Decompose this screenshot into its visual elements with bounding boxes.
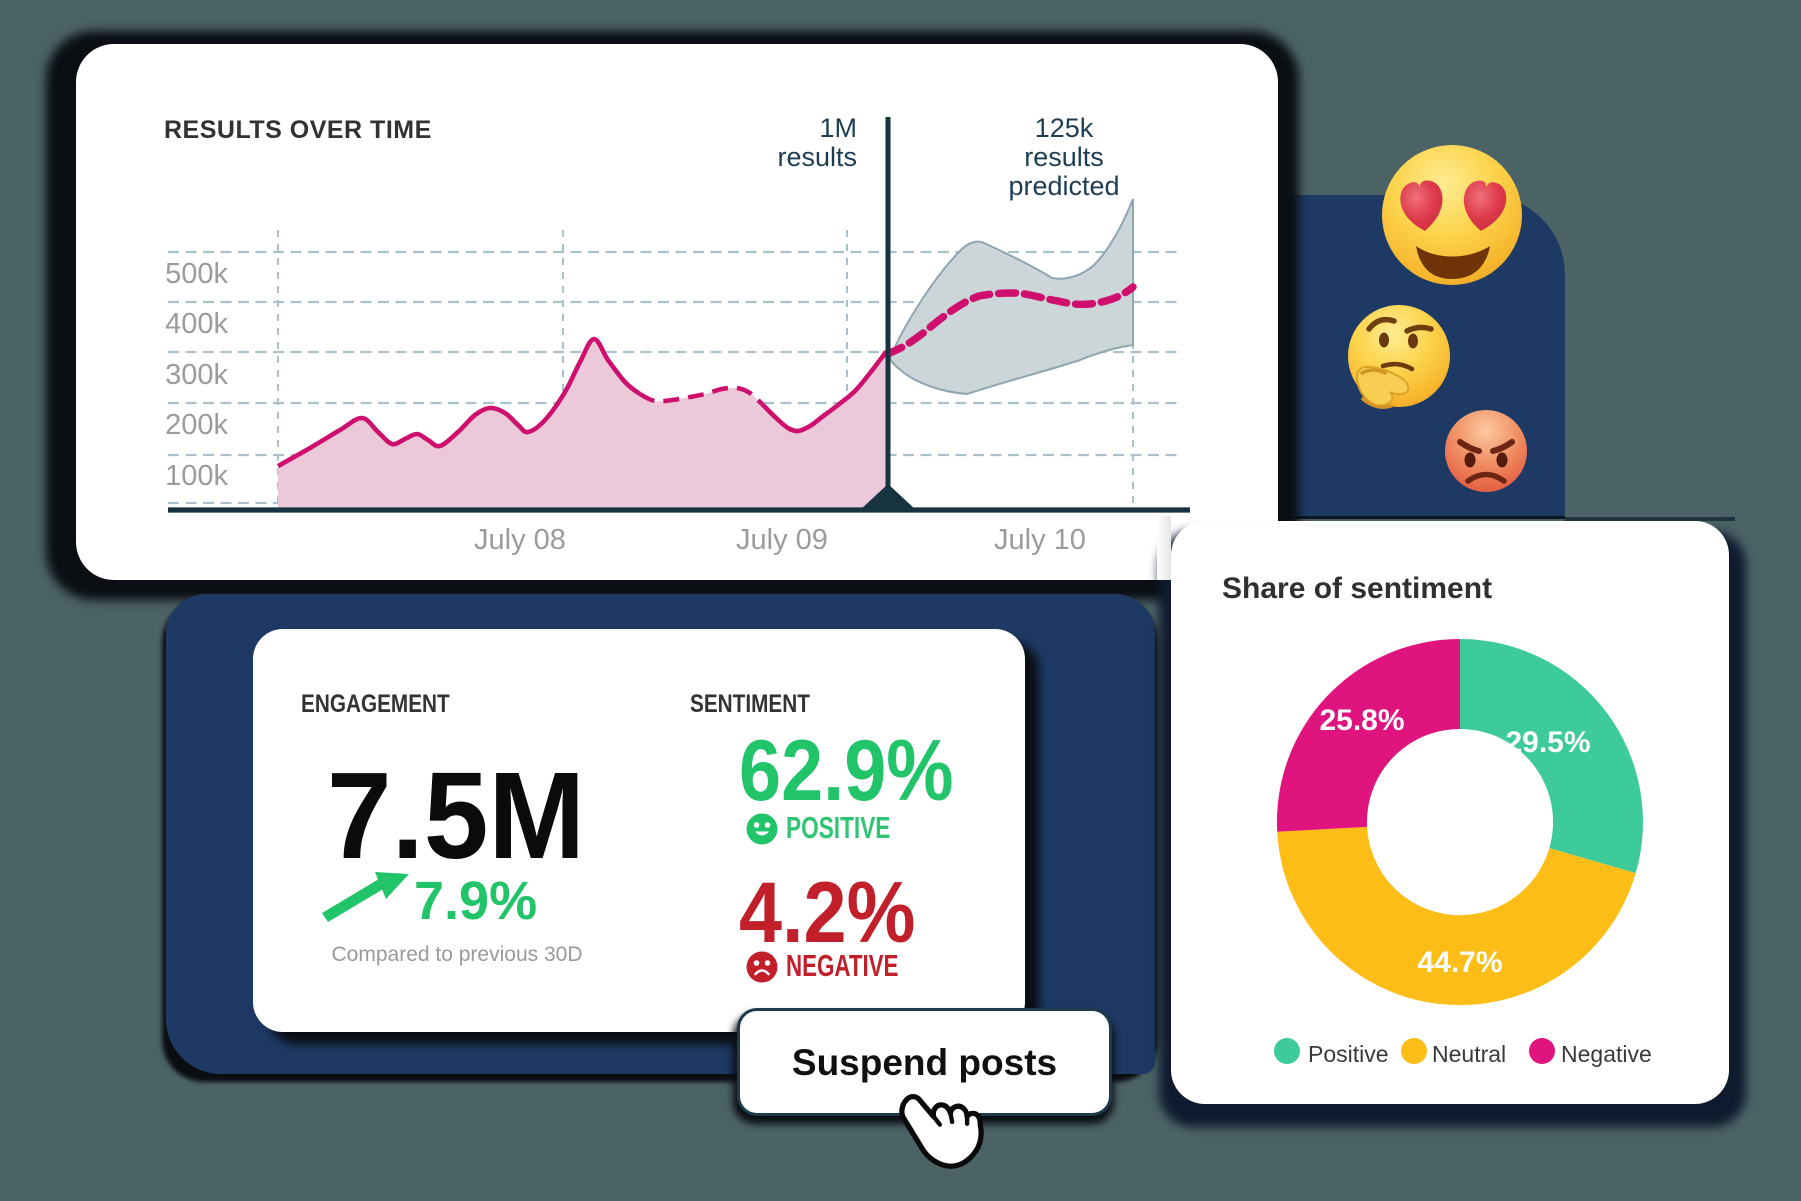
svg-text:25.8%: 25.8% <box>1319 704 1404 737</box>
svg-text:29.5%: 29.5% <box>1505 726 1590 759</box>
svg-text:44.7%: 44.7% <box>1417 946 1502 979</box>
